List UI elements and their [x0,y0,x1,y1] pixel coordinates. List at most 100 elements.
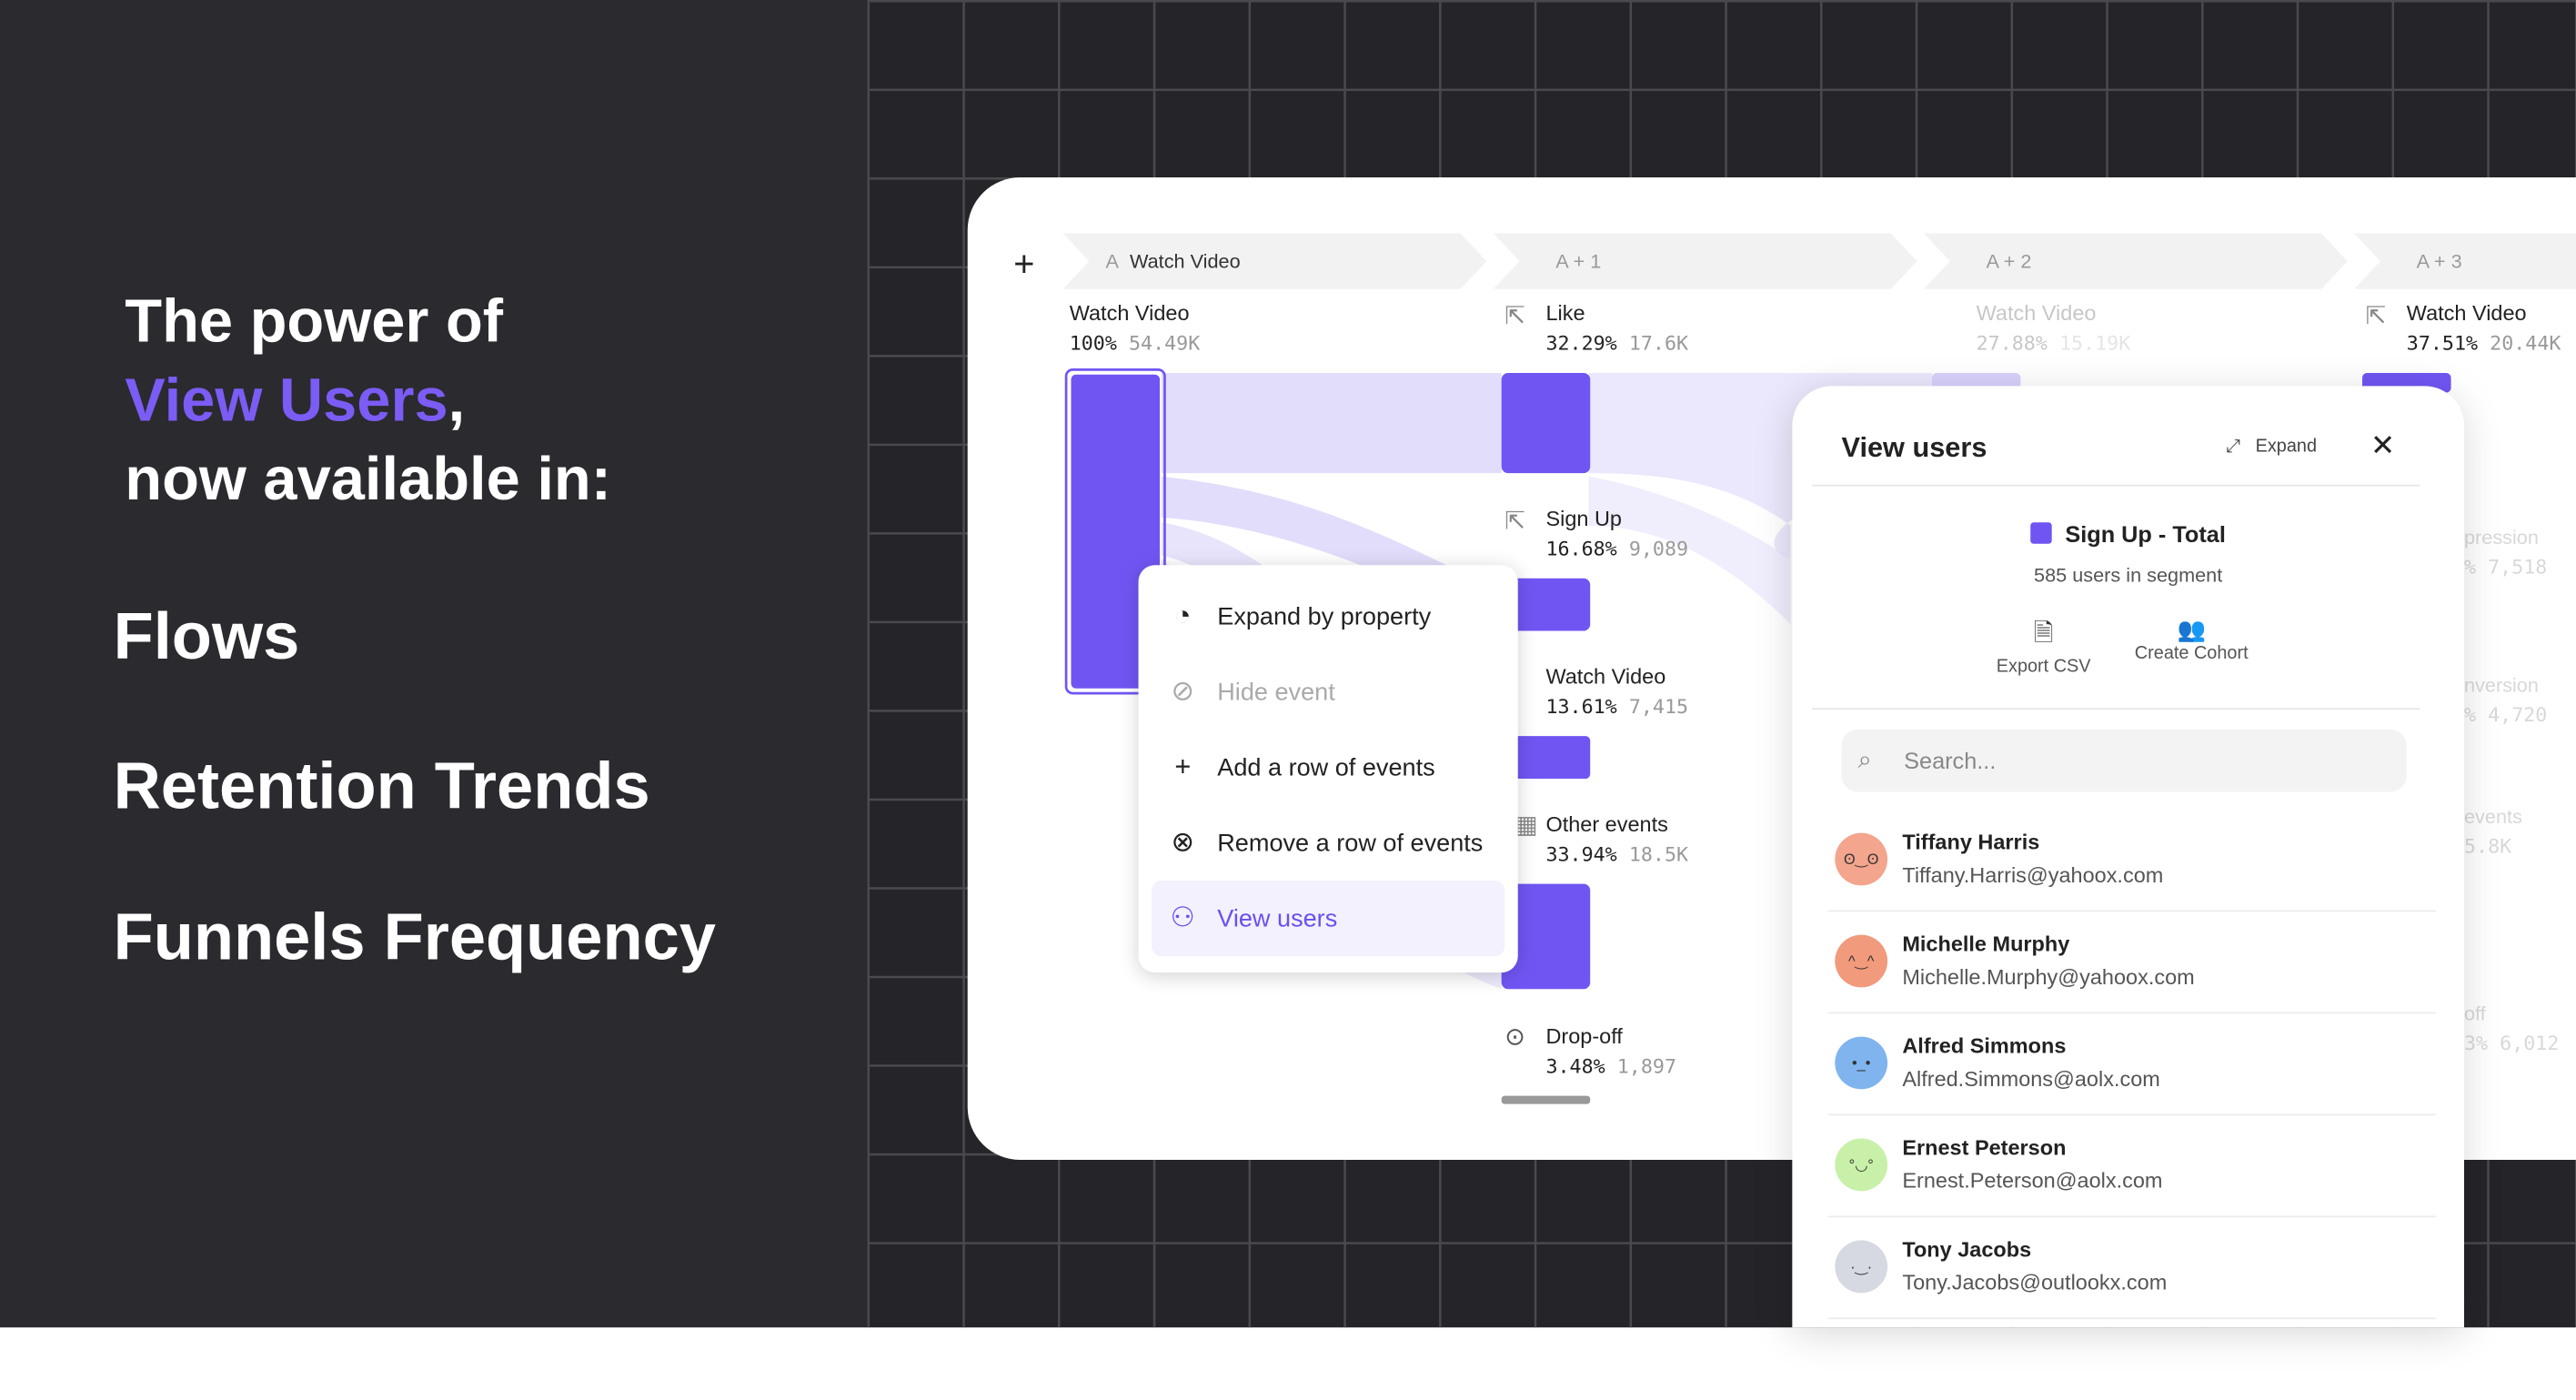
user-list-item[interactable]: ·‿· Tony Jacobs Tony.Jacobs@outlookx.com [1828,1217,2437,1320]
node-count: 1,897 [1616,1054,1676,1078]
click-event-icon: ⇱ [1504,508,1526,536]
node-label[interactable]: Like 32.29% 17.6K [1545,299,1688,358]
ghost-node-label: pression % 7,518 [2464,522,2547,581]
node-label[interactable]: Watch Video 27.88% 15.19K [1977,299,2131,358]
panel-title: View users [1841,431,1987,464]
flow-node [1501,1095,1591,1104]
node-pct: 32.29% [1545,331,1617,356]
node-name: Like [1545,300,1585,326]
plus-icon: + [1174,750,1192,782]
headline-line1: The power of [125,287,504,356]
node-name: Watch Video [1976,300,2097,326]
user-email: Michelle.Murphy@yahoox.com [1902,964,2195,990]
menu-item-label: Expand by property [1217,601,1432,630]
search-icon: ⌕ [1857,745,1872,774]
expand-icon: ⤢ [2226,437,2241,458]
node-pct: 37.51% [2406,331,2479,356]
divider [1812,484,2420,487]
flow-node [1501,372,1591,474]
create-cohort-button[interactable]: 👥 Create Cohort [2121,616,2262,663]
user-search-input[interactable]: ⌕ Search... [1841,729,2407,792]
headline-line3: now available in: [125,445,611,513]
user-list-item[interactable]: °◡° Ernest Peterson Ernest.Peterson@aolx… [1828,1115,2437,1218]
user-email: Alfred.Simmons@aolx.com [1902,1066,2160,1092]
node-name: Sign Up [1545,506,1622,531]
search-placeholder: Search... [1904,747,1997,774]
node-context-menu: ◔ Expand by property ⊘ Hide event + Add a r… [1138,565,1518,973]
node-label[interactable]: Drop-off 3.48% 1,897 [1545,1022,1676,1081]
user-name: Tiffany Harris [1902,830,2040,855]
user-email: Tiffany.Harris@yahoox.com [1902,862,2164,888]
avatar: ʘ‿ʘ [1835,832,1888,886]
node-name: Drop-off [1545,1023,1623,1049]
node-count: 7,415 [1628,694,1689,719]
user-list-item[interactable]: ʘ‿ʘ Tiffany Harris Tiffany.Harris@yahoox… [1828,810,2437,912]
step-header-a1[interactable]: A + 1 [1494,233,1917,288]
node-pct: 16.68% [1545,537,1617,560]
user-list-item[interactable]: •_• Alfred Simmons Alfred.Simmons@aolx.c… [1828,1013,2437,1116]
export-csv-button[interactable]: 🗎 Export CSV [1986,616,2100,677]
node-label[interactable]: Watch Video 13.61% 7,415 [1545,662,1688,721]
menu-item-remove-row[interactable]: ⊗ Remove a row of events [1152,805,1504,881]
expand-button[interactable]: ⤢ Expand [2226,437,2317,458]
ghost-value: 5.8K [2464,834,2512,858]
node-count: 9,089 [1628,537,1689,560]
flow-node [1501,736,1591,780]
node-pct: 27.88% [1976,331,2048,356]
node-name: Watch Video [1069,300,1190,326]
node-count: 17.6K [1628,331,1689,356]
view-users-panel: View users ⤢ Expand ✕ Sign Up - Total 58… [1792,386,2464,1328]
node-pct: 100% [1069,331,1117,356]
avatar: °◡° [1835,1138,1888,1192]
headline-accent: View Users [125,366,448,434]
ghost-name: nversion [2464,673,2539,697]
node-label[interactable]: Watch Video 37.51% 20.44K [2407,299,2561,358]
ghost-name: events [2464,804,2522,829]
node-pct: 33.94% [1545,842,1617,866]
node-pct: 13.61% [1545,694,1617,719]
menu-item-view-users[interactable]: ⚇ View users [1152,881,1505,957]
menu-item-expand-by-property[interactable]: ◔ Expand by property [1152,579,1504,654]
node-count: 20.44K [2490,331,2561,356]
headline-comma: , [448,366,466,434]
step-label: Watch Video [1129,249,1241,273]
flow-link [1588,476,1791,625]
flow-link [1161,372,1502,474]
step-header-a[interactable]: A Watch Video [1062,233,1486,288]
ghost-value: % 4,720 [2464,702,2548,727]
menu-item-hide-event[interactable]: ⊘ Hide event [1152,654,1504,730]
ghost-name: off [2464,1002,2486,1025]
step-header-a3[interactable]: A + 3 [2354,233,2576,288]
user-name: Ernest Peterson [1902,1134,2067,1161]
segment-count: 585 users in segment [2034,563,2223,587]
feature-retention-trends: Retention Trends [113,750,650,823]
click-event-icon: ⇱ [2365,302,2387,331]
close-button[interactable]: ✕ [2370,428,2396,462]
node-label[interactable]: Watch Video 100% 54.49K [1070,299,1201,358]
node-count: 18.5K [1628,842,1689,866]
menu-item-add-row[interactable]: + Add a row of events [1152,730,1504,805]
ghost-name: pression [2464,525,2539,549]
promo-panel [0,0,868,1328]
user-list-item[interactable]: ^‿^ Michelle Murphy Michelle.Murphy@yaho… [1828,912,2437,1014]
flow-node [1501,883,1591,990]
users-icon: ⚇ [1170,901,1196,933]
click-event-icon: ⇱ [1504,302,1526,331]
flow-node [1501,578,1591,631]
drop-off-icon: ⊙ [1504,1023,1526,1052]
node-label[interactable]: Sign Up 16.68% 9,089 [1545,504,1688,563]
cohort-label: Create Cohort [2134,643,2249,664]
add-step-button[interactable]: + [1013,243,1035,285]
headline: The power of View Users, now available i… [125,283,611,519]
ghost-node-label: nversion % 4,720 [2464,670,2547,730]
avatar: ·‿· [1835,1240,1888,1294]
node-name: Watch Video [1545,663,1666,689]
segment-swatch [2030,522,2052,544]
ghost-node-label: events 5.8K [2464,801,2522,861]
step-header-a2[interactable]: A + 2 [1924,233,2348,288]
node-label[interactable]: Other events 33.94% 18.5K [1545,810,1688,869]
user-name: Tony Jacobs [1902,1236,2032,1263]
ghost-node-label: off 3% 6,012 [2464,999,2559,1058]
menu-item-label: Hide event [1217,677,1335,706]
eye-off-icon: ⊘ [1171,675,1195,707]
